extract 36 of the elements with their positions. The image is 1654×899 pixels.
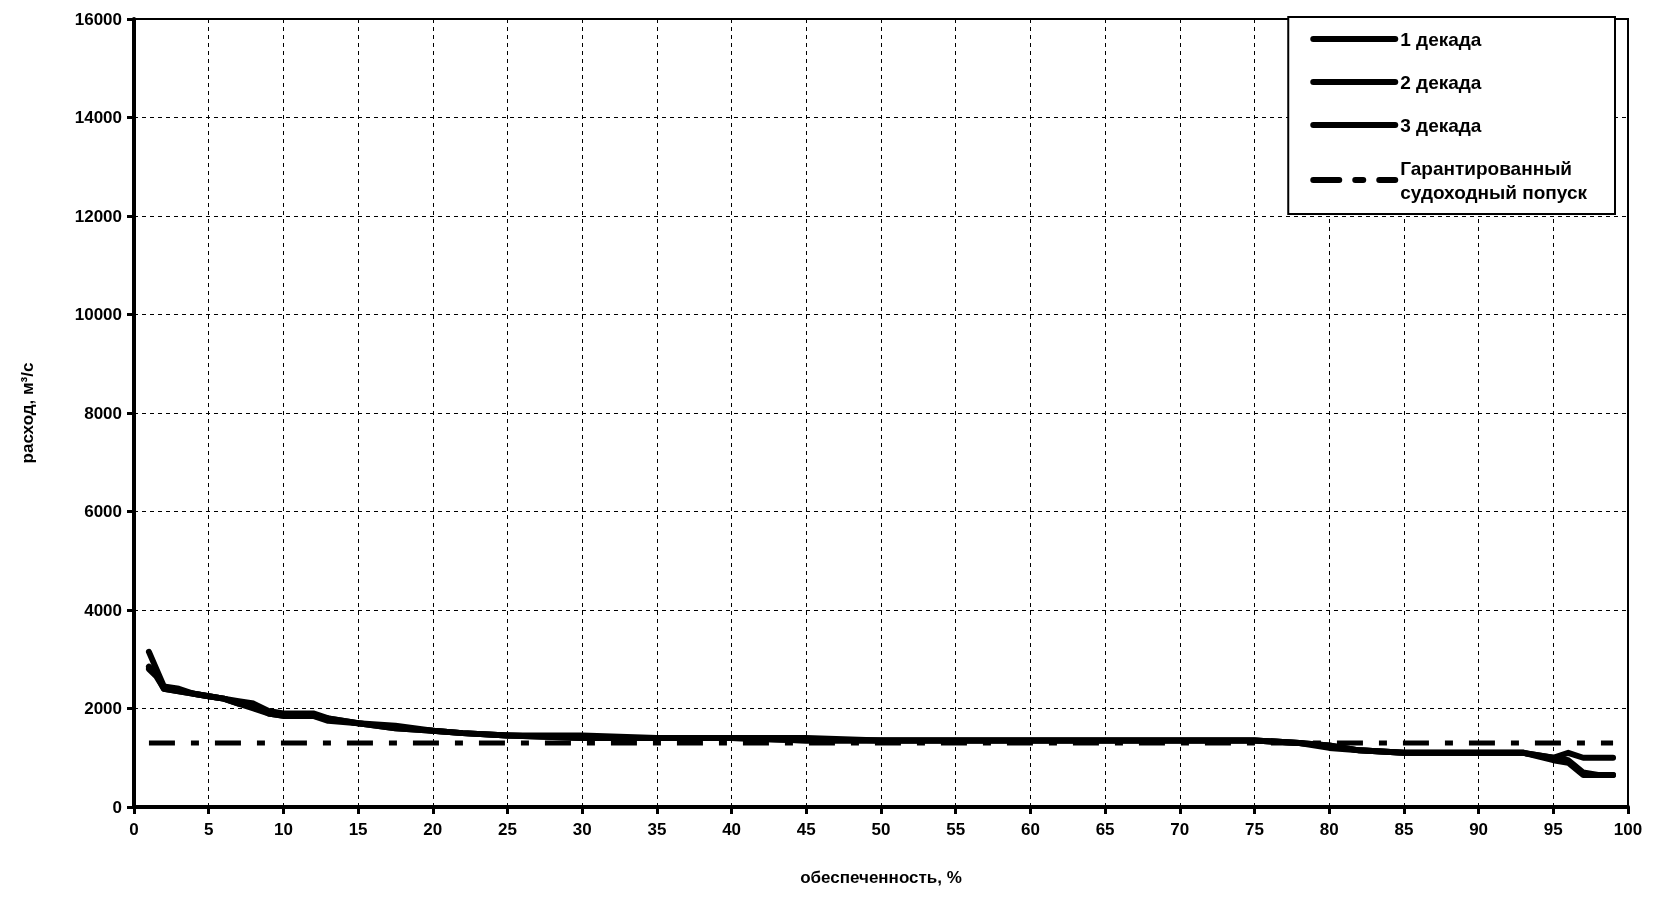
legend-label: 3 декада xyxy=(1400,114,1482,136)
y-tick-label: 4000 xyxy=(84,600,122,620)
x-tick-label: 60 xyxy=(1020,820,1040,839)
legend-label: Гарантированный судоходный попуск xyxy=(1400,157,1588,203)
x-tick-label: 10 xyxy=(273,820,293,839)
x-tick-label: 5 xyxy=(203,820,214,839)
x-tick-label: 80 xyxy=(1319,820,1339,839)
y-axis-title: расход, м³/с xyxy=(18,362,37,464)
y-tick-label: 14000 xyxy=(74,108,122,127)
x-tick-label: 25 xyxy=(498,820,517,839)
y-tick-label: 6000 xyxy=(84,502,122,521)
x-tick-label: 85 xyxy=(1394,820,1414,839)
x-tick-label: 100 xyxy=(1613,820,1643,839)
x-tick-label: 50 xyxy=(871,820,891,839)
x-tick-label: 30 xyxy=(572,820,592,839)
x-tick-label: 0 xyxy=(129,820,139,839)
x-tick-label: 20 xyxy=(423,820,443,839)
x-tick-label: 35 xyxy=(647,820,667,839)
x-tick-label: 45 xyxy=(796,820,816,839)
y-tick-label: 0 xyxy=(112,797,122,817)
x-tick-label: 90 xyxy=(1469,820,1489,839)
x-tick-label: 70 xyxy=(1170,820,1190,839)
x-tick-label: 40 xyxy=(722,820,742,839)
x-tick-label: 55 xyxy=(946,820,966,839)
x-axis-title: обеспеченность, % xyxy=(800,868,962,887)
y-tick-label: 10000 xyxy=(74,305,122,324)
x-tick-label: 65 xyxy=(1095,820,1115,839)
x-tick-label: 75 xyxy=(1245,820,1264,839)
y-tick-label: 16000 xyxy=(74,9,122,29)
x-tick-label: 15 xyxy=(348,820,368,839)
legend-label: 1 декада xyxy=(1400,28,1482,50)
legend-label: 2 декада xyxy=(1400,71,1482,93)
y-tick-label: 2000 xyxy=(84,699,122,718)
y-tick-label: 8000 xyxy=(84,403,122,423)
y-tick-label: 12000 xyxy=(74,206,122,226)
x-tick-label: 95 xyxy=(1543,820,1563,839)
